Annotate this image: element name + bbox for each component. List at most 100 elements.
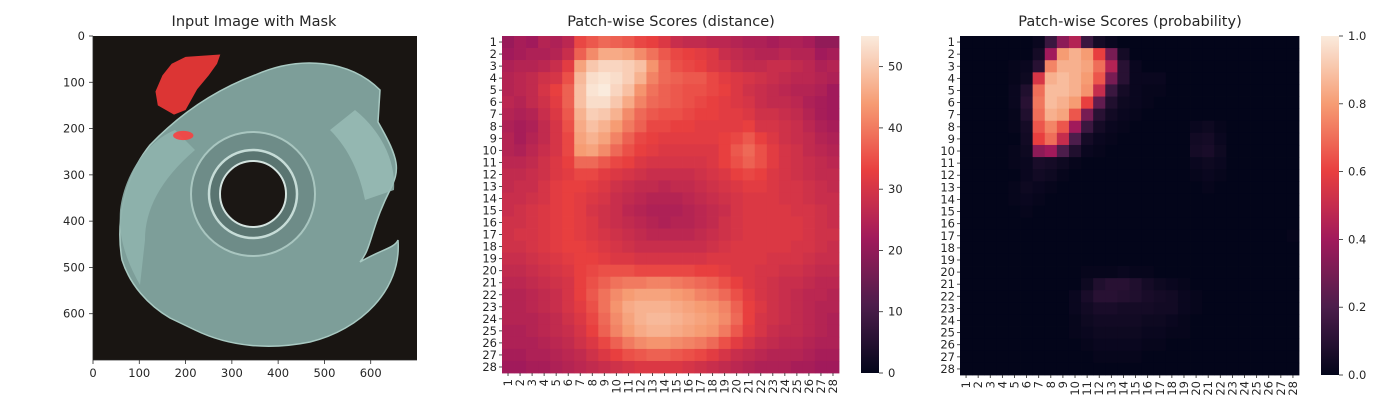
- heatmap-cell: [658, 312, 671, 326]
- heatmap-cell: [562, 108, 575, 121]
- heatmap-cell: [682, 228, 695, 242]
- heatmap-cell: [960, 157, 973, 170]
- heatmap-cell: [538, 168, 551, 181]
- distance-heatmap-cells: [502, 36, 840, 374]
- heatmap-cell: [1105, 338, 1118, 352]
- heatmap-cell: [718, 360, 732, 374]
- heatmap-cell: [1262, 253, 1276, 267]
- heatmap-cell: [742, 300, 756, 314]
- heatmap-cell: [960, 36, 973, 49]
- heatmap-cell: [984, 326, 997, 340]
- heatmap-cell: [598, 132, 611, 145]
- heatmap-cell: [996, 120, 1009, 134]
- heatmap-cell: [658, 84, 671, 97]
- heatmap-cell: [1068, 60, 1082, 73]
- heatmap-cell: [802, 96, 816, 109]
- heatmap-cell: [1153, 278, 1167, 291]
- heatmap-cell: [984, 290, 997, 303]
- heatmap-cell: [1141, 350, 1155, 364]
- heatmap-cell: [574, 144, 587, 157]
- heatmap-cell: [1081, 96, 1094, 110]
- heatmap-x-tick-label: 15: [670, 379, 684, 394]
- heatmap-cell: [1190, 326, 1203, 340]
- heatmap-cell: [538, 360, 551, 374]
- heatmap-cell: [802, 216, 816, 229]
- heatmap-cell: [670, 264, 683, 278]
- heatmap-cell: [1274, 241, 1288, 255]
- heatmap-cell: [826, 204, 840, 217]
- heatmap-cell: [1068, 290, 1082, 303]
- heatmap-cell: [730, 240, 744, 254]
- heatmap-cell: [1044, 72, 1058, 85]
- heatmap-cell: [1068, 132, 1082, 146]
- heatmap-cell: [1262, 278, 1276, 291]
- heatmap-cell: [1250, 132, 1264, 146]
- colorbar-gradient: [861, 36, 879, 373]
- heatmap-cell: [706, 132, 720, 145]
- heatmap-cell: [706, 228, 720, 242]
- heatmap-cell: [1105, 72, 1118, 85]
- heatmap-cell: [634, 216, 647, 229]
- heatmap-cell: [1117, 84, 1130, 97]
- heatmap-x-tick-label: 18: [706, 379, 720, 394]
- heatmap-cell: [754, 108, 768, 121]
- heatmap-cell: [550, 48, 563, 61]
- heatmap-cell: [754, 96, 768, 109]
- heatmap-cell: [766, 276, 780, 290]
- heatmap-cell: [1032, 362, 1046, 376]
- heatmap-cell: [1226, 290, 1239, 303]
- heatmap-cell: [1226, 266, 1239, 279]
- heatmap-cell: [1129, 144, 1143, 158]
- heatmap-cell: [670, 204, 683, 217]
- heatmap-cell: [790, 108, 804, 121]
- heatmap-cell: [1274, 144, 1288, 158]
- heatmap-cell: [1117, 48, 1130, 61]
- heatmap-cell: [526, 72, 539, 85]
- heatmap-cell: [1226, 350, 1239, 364]
- heatmap-cell: [1214, 362, 1227, 376]
- heatmap-cell: [826, 144, 840, 157]
- heatmap-x-tick-label: 13: [645, 379, 659, 394]
- heatmap-cell: [586, 360, 599, 374]
- heatmap-cell: [1202, 120, 1215, 134]
- heatmap-cell: [610, 48, 623, 61]
- heatmap-cell: [1274, 120, 1288, 134]
- heatmap-cell: [646, 312, 659, 326]
- heatmap-cell: [1165, 144, 1179, 158]
- heatmap-cell: [826, 48, 840, 61]
- heatmap-cell: [1032, 36, 1046, 49]
- heatmap-cell: [1032, 72, 1046, 85]
- heatmap-cell: [1105, 290, 1118, 303]
- colorbar-gradient: [1321, 36, 1339, 375]
- heatmap-cell: [1032, 96, 1046, 110]
- heatmap-cell: [778, 156, 792, 169]
- heatmap-cell: [1274, 302, 1288, 315]
- heatmap-cell: [658, 276, 671, 290]
- heatmap-cell: [1177, 60, 1191, 73]
- heatmap-cell: [1214, 84, 1227, 97]
- heatmap-cell: [1044, 205, 1058, 219]
- heatmap-cell: [694, 276, 708, 290]
- nut-lobe-left: [119, 130, 195, 285]
- heatmap-cell: [960, 266, 973, 279]
- heatmap-cell: [598, 228, 611, 242]
- heatmap-cell: [550, 72, 563, 85]
- heatmap-cell: [1190, 290, 1203, 303]
- heatmap-cell: [706, 324, 720, 338]
- heatmap-y-tick-label: 8: [490, 119, 497, 133]
- heatmap-cell: [706, 216, 720, 229]
- heatmap-cell: [960, 253, 973, 267]
- heatmap-cell: [658, 360, 671, 374]
- heatmap-cell: [514, 336, 527, 350]
- heatmap-cell: [598, 156, 611, 169]
- heatmap-cell: [502, 36, 515, 49]
- heatmap-cell: [538, 156, 551, 169]
- heatmap-cell: [1020, 205, 1034, 219]
- heatmap-cell: [502, 84, 515, 97]
- heatmap-cell: [972, 241, 985, 255]
- heatmap-cell: [1274, 326, 1288, 340]
- heatmap-cell: [1177, 120, 1191, 134]
- heatmap-cell: [550, 36, 563, 49]
- heatmap-cell: [1044, 157, 1058, 170]
- heatmap-cell: [514, 192, 527, 205]
